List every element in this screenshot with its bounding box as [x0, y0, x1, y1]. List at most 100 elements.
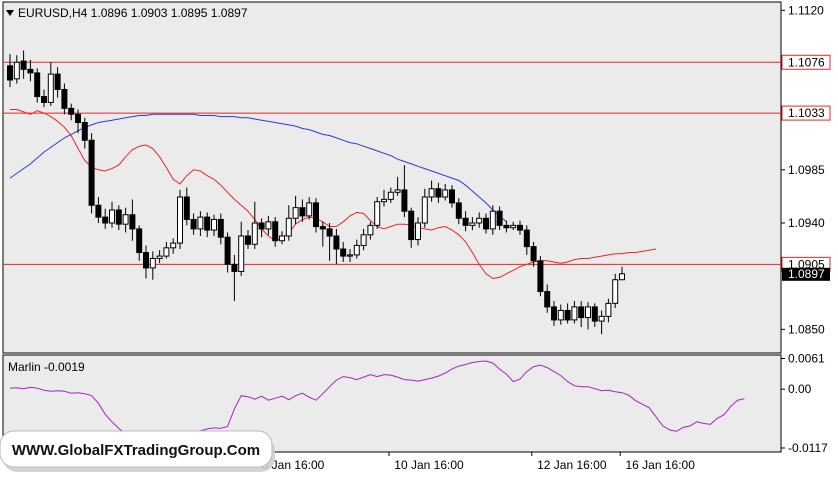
- candle: [360, 228, 367, 251]
- price-level-tag: 1.1076: [781, 54, 831, 70]
- candle: [190, 213, 197, 235]
- y-tick-label: 1.0985: [788, 163, 825, 177]
- candle: [496, 206, 503, 231]
- candle: [544, 284, 551, 313]
- candle: [449, 185, 455, 208]
- y-tick-label: 1.0940: [788, 216, 825, 230]
- x-tick-label: 10 Jan 16:00: [394, 458, 464, 472]
- candle: [313, 198, 319, 233]
- candle: [612, 273, 619, 309]
- candle: [224, 232, 231, 273]
- x-tick-label: 8 Jan 16:00: [262, 458, 325, 472]
- candle: [591, 303, 598, 327]
- candle: [109, 201, 115, 228]
- candle: [319, 221, 326, 247]
- candle: [442, 184, 449, 201]
- candle: [483, 213, 489, 234]
- candle: [381, 189, 387, 207]
- candle: [523, 225, 530, 255]
- candle: [598, 310, 605, 335]
- fast-ma-line: [10, 109, 657, 280]
- candle: [605, 298, 612, 323]
- candle: [129, 199, 136, 241]
- candle: [455, 198, 462, 225]
- candle: [578, 301, 585, 327]
- candle: [251, 201, 258, 249]
- candle: [34, 68, 41, 103]
- candle: [47, 62, 54, 106]
- candle: [353, 239, 360, 259]
- candle: [102, 208, 109, 229]
- candle: [571, 301, 578, 324]
- candle: [367, 221, 374, 240]
- candle: [489, 205, 496, 235]
- candle: [75, 109, 81, 134]
- candle: [333, 228, 340, 265]
- symbol-info: EURUSD,H4 1.0896 1.0903 1.0895 1.0897: [18, 6, 248, 20]
- candle: [510, 221, 517, 231]
- watermark-text: WWW.GlobalFXTradingGroup.Com: [12, 442, 260, 459]
- candle: [149, 251, 156, 280]
- candle: [537, 256, 544, 297]
- collapse-triangle-icon[interactable]: [6, 10, 14, 16]
- candle: [41, 89, 47, 108]
- y-tick-label: 1.1120: [788, 3, 824, 17]
- candle: [340, 241, 347, 262]
- candle: [13, 55, 20, 84]
- candle: [415, 217, 421, 246]
- candle: [88, 133, 95, 214]
- candles: [7, 50, 625, 335]
- candle: [326, 223, 333, 261]
- candle: [435, 182, 442, 203]
- candle: [122, 207, 129, 233]
- ind-tick-label: 0.00: [788, 382, 812, 396]
- candle: [217, 213, 224, 245]
- candle: [231, 254, 238, 301]
- indicator-y-axis: 0.0061 0.00 -0.0117: [781, 352, 828, 455]
- price-level-tag: 1.1033: [781, 105, 831, 121]
- candle: [401, 165, 408, 218]
- svg-text:1.1033: 1.1033: [788, 106, 825, 120]
- candle: [54, 67, 61, 98]
- candle: [115, 205, 122, 231]
- moving-averages: [9, 109, 657, 280]
- candle: [292, 195, 299, 225]
- candle: [476, 212, 483, 228]
- x-tick-label: 16 Jan 16:00: [625, 458, 695, 472]
- ind-tick-label: 0.0061: [788, 352, 825, 366]
- candle: [306, 197, 313, 220]
- svg-text:1.0897: 1.0897: [788, 267, 825, 281]
- candle: [428, 180, 435, 202]
- ind-tick-label: -0.0117: [788, 441, 828, 455]
- candle: [7, 54, 13, 88]
- candle: [387, 187, 394, 203]
- candle: [258, 218, 265, 238]
- candle: [156, 250, 163, 264]
- candle: [27, 59, 34, 82]
- candle: [551, 301, 557, 326]
- candle: [211, 214, 217, 236]
- candle: [61, 83, 68, 115]
- candle: [68, 103, 75, 121]
- candle: [462, 211, 469, 232]
- candle: [347, 249, 353, 262]
- candle: [183, 187, 190, 226]
- candle: [285, 205, 292, 241]
- candle: [272, 217, 279, 247]
- candle: [163, 241, 170, 259]
- current-price-tag: 1.0897: [782, 267, 830, 281]
- candle: [95, 197, 102, 223]
- y-axis: 1.11201.09851.09401.08501.10761.10331.09…: [781, 3, 831, 336]
- candle: [557, 304, 564, 325]
- candle: [517, 220, 523, 235]
- candle: [136, 225, 143, 261]
- candle: [394, 176, 401, 196]
- candle: [245, 230, 251, 249]
- candle: [204, 212, 211, 238]
- candle: [20, 50, 27, 79]
- price-panel[interactable]: [2, 1, 782, 354]
- candle: [530, 241, 537, 267]
- candle: [197, 211, 204, 236]
- x-tick-label: 12 Jan 16:00: [537, 458, 607, 472]
